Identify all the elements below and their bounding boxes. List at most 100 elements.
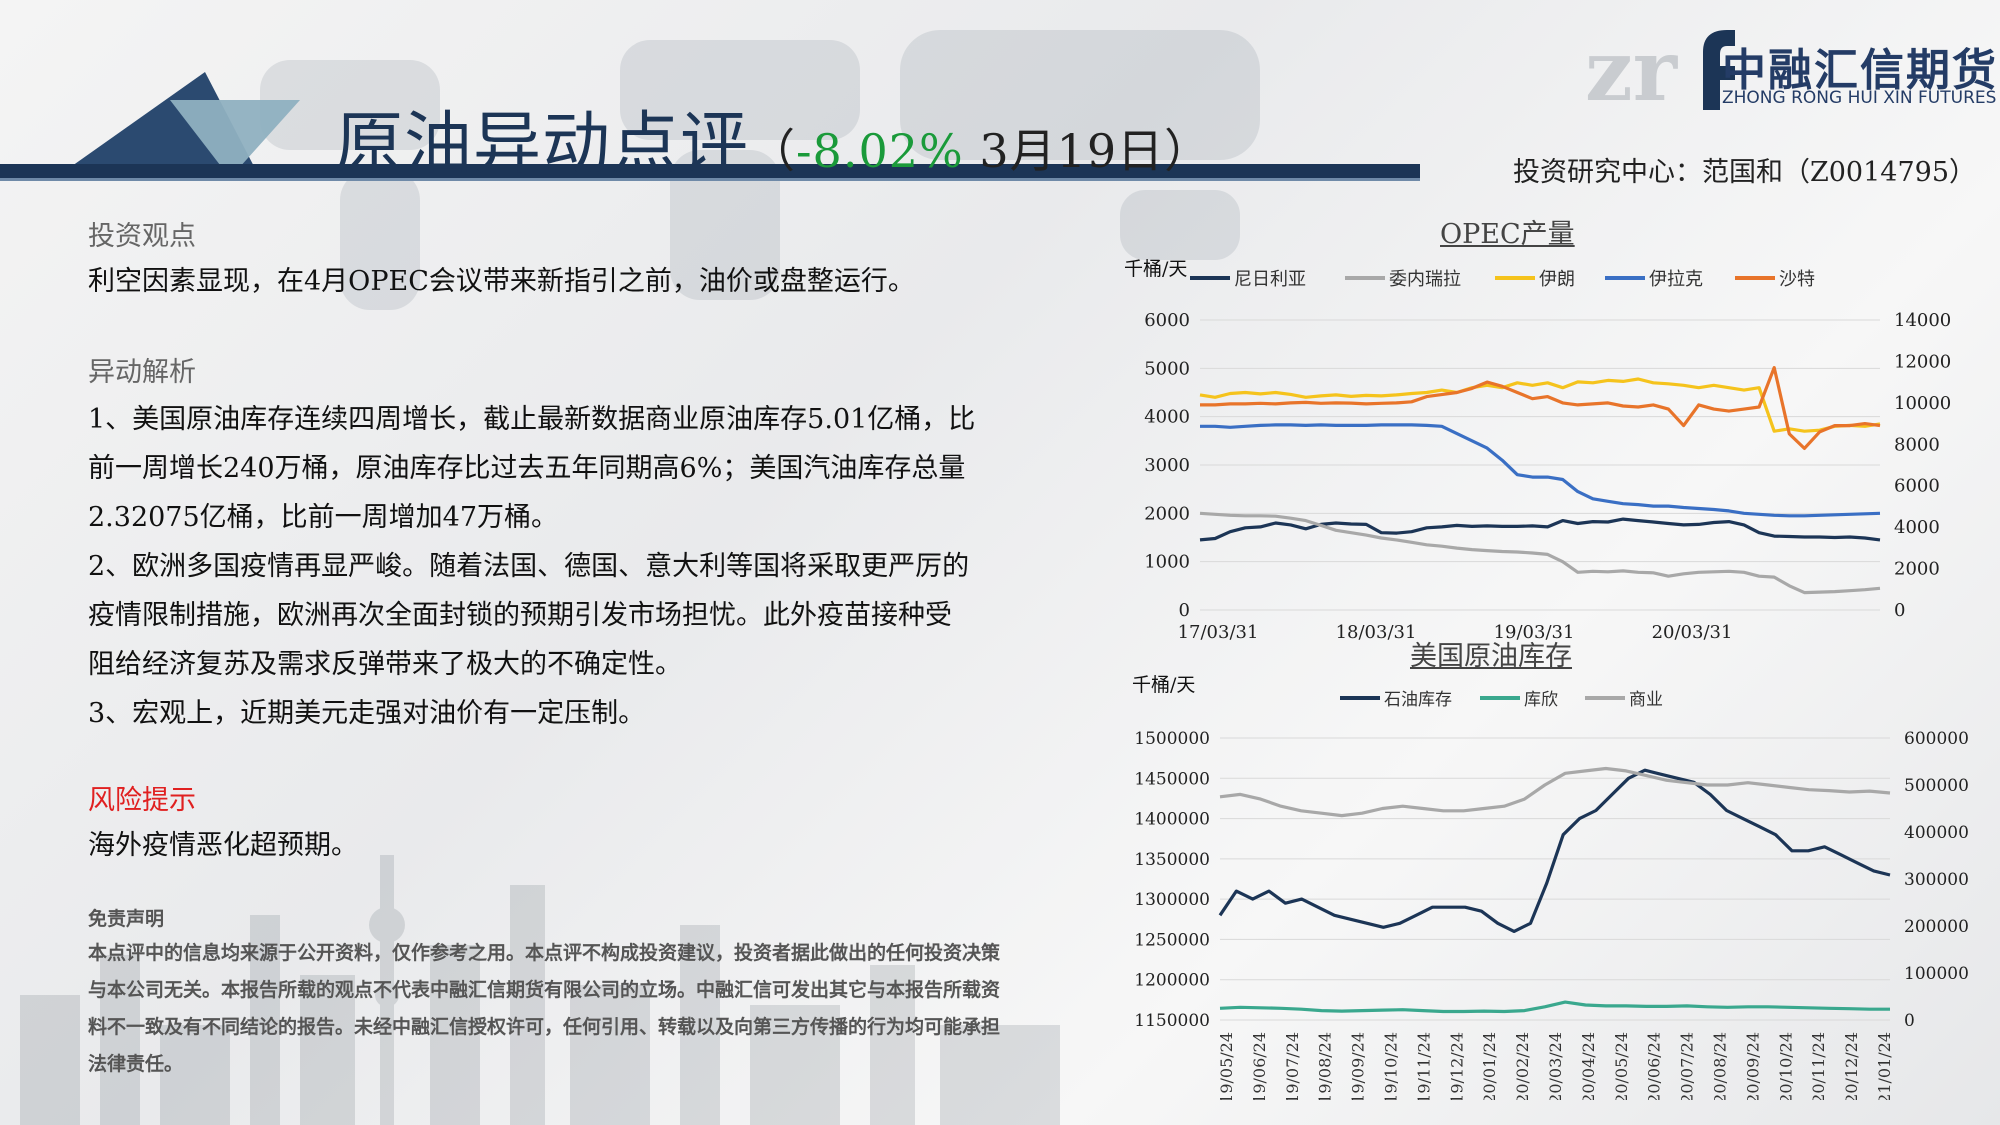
y-right-tick-5: 10000 <box>1894 393 1951 414</box>
y-left-tick-7: 1500000 <box>1134 729 1210 749</box>
page-title: 原油异动点评（-8.02% 3月19日） <box>335 88 1211 187</box>
title-main: 原油异动点评 <box>335 105 750 184</box>
analysis-item-1: 1、美国原油库存连续四周增长，截止最新数据商业原油库存5.01亿桶，比前一周增长… <box>88 404 976 533</box>
x-tick-1: 19/06/24 <box>1250 1032 1269 1100</box>
y-left-tick-1: 1000 <box>1144 552 1190 573</box>
analysis-item-3: 3、宏观上，近期美元走强对油价有一定压制。 <box>88 698 646 729</box>
author-line: 投资研究中心：范国和（Z0014795） <box>1512 157 1976 188</box>
x-tick-13: 20/06/24 <box>1645 1032 1664 1100</box>
title-open-paren: （ <box>749 124 797 178</box>
y-left-tick-6: 1450000 <box>1134 769 1210 789</box>
series-line-0 <box>1199 517 1881 542</box>
y-left-tick-5: 1400000 <box>1134 810 1210 830</box>
legend-label-1: 库欣 <box>1524 690 1558 710</box>
y-right-tick-3: 300000 <box>1904 870 1969 890</box>
y-right-tick-6: 600000 <box>1904 729 1969 749</box>
us-crude-chart-unit: 千桶/天 <box>1132 674 1196 696</box>
view-heading: 投资观点 <box>88 221 196 252</box>
y-left-tick-3: 3000 <box>1144 455 1190 476</box>
x-tick-2: 19/07/24 <box>1283 1032 1302 1100</box>
series-line-1 <box>1219 1000 1890 1014</box>
x-tick-3: 20/03/31 <box>1652 622 1733 643</box>
x-tick-6: 19/11/24 <box>1414 1032 1433 1100</box>
title-change-percent: -8.02% <box>796 124 964 178</box>
y-right-tick-4: 8000 <box>1894 434 1940 455</box>
logo-name-en: ZHONG RONG HUI XIN FUTURES <box>1722 88 1997 108</box>
legend-label-2: 商业 <box>1629 690 1663 710</box>
y-right-tick-5: 500000 <box>1904 776 1969 796</box>
x-tick-18: 20/11/24 <box>1809 1032 1828 1100</box>
analysis-heading: 异动解析 <box>88 357 196 388</box>
series-line-4 <box>1200 366 1881 450</box>
y-right-tick-0: 0 <box>1904 1011 1915 1031</box>
y-left-tick-2: 2000 <box>1144 503 1190 524</box>
y-left-tick-0: 1150000 <box>1134 1011 1210 1031</box>
disclaimer-heading: 免责声明 <box>88 908 165 930</box>
analysis-item-2: 2、欧洲多国疫情再显严峻。随着法国、德国、意大利等国将采取更严厉的疫情限制措施，… <box>88 551 970 680</box>
logo-name-cn: 中融汇信期货 <box>1722 45 1998 96</box>
us-crude-inventory-chart: 石油库存 库欣 商业 1150000 1200000 1250000 1300000 1350… <box>1134 690 1969 1100</box>
y-left-tick-4: 4000 <box>1144 407 1190 428</box>
x-tick-3: 19/08/24 <box>1316 1032 1335 1100</box>
us-crude-chart-title: 美国原油库存 <box>1410 641 1572 672</box>
title-date: 3月19日） <box>963 124 1212 178</box>
x-tick-7: 19/12/24 <box>1447 1032 1466 1100</box>
x-tick-17: 20/10/24 <box>1776 1032 1795 1100</box>
y-right-tick-3: 6000 <box>1894 476 1940 497</box>
header-triangle-decoration <box>55 72 300 178</box>
legend-label-4: 沙特 <box>1779 269 1815 290</box>
view-text: 利空因素显现，在4月OPEC会议带来新指引之前，油价或盘整运行。 <box>88 266 915 297</box>
y-right-tick-1: 100000 <box>1904 964 1969 984</box>
x-tick-20: 21/01/24 <box>1875 1032 1894 1100</box>
y-right-tick-2: 4000 <box>1894 517 1940 538</box>
x-tick-1: 18/03/31 <box>1336 622 1417 643</box>
y-right-tick-0: 0 <box>1894 600 1905 621</box>
x-tick-9: 20/02/24 <box>1513 1032 1532 1100</box>
x-tick-19: 20/12/24 <box>1842 1032 1861 1100</box>
series-line-0 <box>1218 768 1891 933</box>
y-right-tick-4: 400000 <box>1904 823 1969 843</box>
header-bar <box>0 164 1420 178</box>
risk-text: 海外疫情恶化超预期。 <box>88 830 358 861</box>
y-right-tick-2: 200000 <box>1904 917 1969 937</box>
world-map-watermark <box>260 30 1260 310</box>
legend-label-3: 伊拉克 <box>1649 269 1703 290</box>
svg-text:zr: zr <box>1585 22 1679 112</box>
legend-label-0: 石油库存 <box>1384 690 1452 710</box>
risk-heading: 风险提示 <box>88 785 196 816</box>
x-tick-14: 20/07/24 <box>1678 1032 1697 1100</box>
legend-label-0: 尼日利亚 <box>1234 269 1306 290</box>
commentary-column: 投资观点 利空因素显现，在4月OPEC会议带来新指引之前，油价或盘整运行。 异动… <box>88 210 1000 1083</box>
disclaimer-text: 本点评中的信息均来源于公开资料，仅作参考之用。本点评不构成投资建议，投资者据此做… <box>88 942 1001 1075</box>
x-tick-4: 19/09/24 <box>1349 1032 1368 1100</box>
x-tick-8: 20/01/24 <box>1480 1032 1499 1100</box>
y-left-tick-3: 1300000 <box>1134 890 1210 910</box>
legend-label-1: 委内瑞拉 <box>1389 269 1461 290</box>
y-right-tick-6: 12000 <box>1894 351 1951 372</box>
x-tick-5: 19/10/24 <box>1382 1032 1401 1100</box>
x-tick-0: 17/03/31 <box>1178 622 1259 643</box>
x-tick-15: 20/08/24 <box>1711 1032 1730 1100</box>
y-left-tick-6: 6000 <box>1144 310 1190 331</box>
legend-label-2: 伊朗 <box>1539 269 1575 290</box>
y-left-tick-5: 5000 <box>1144 358 1190 379</box>
city-skyline-watermark <box>20 855 1060 1125</box>
x-tick-2: 19/03/31 <box>1494 622 1575 643</box>
series-line-2 <box>1199 377 1881 433</box>
x-tick-12: 20/05/24 <box>1612 1032 1631 1100</box>
series-line-2 <box>1219 766 1891 818</box>
x-tick-16: 20/09/24 <box>1743 1032 1762 1100</box>
series-line-1 <box>1199 511 1881 595</box>
opec-production-chart: 尼日利亚 委内瑞拉 伊朗 伊拉克 沙特 0 1000 2000 3000 4000 5000 6000… <box>1144 269 1951 643</box>
y-left-tick-2: 1250000 <box>1134 930 1210 950</box>
x-tick-11: 20/04/24 <box>1579 1032 1598 1100</box>
opec-chart-title: OPEC产量 <box>1440 219 1575 250</box>
company-logo-icon: zr <box>1585 22 1735 112</box>
y-right-tick-1: 2000 <box>1894 559 1940 580</box>
y-left-tick-0: 0 <box>1179 600 1190 621</box>
opec-chart-unit: 千桶/天 <box>1124 258 1188 280</box>
x-tick-0: 19/05/24 <box>1217 1032 1236 1100</box>
x-tick-10: 20/03/24 <box>1546 1032 1565 1100</box>
y-left-tick-1: 1200000 <box>1134 971 1210 991</box>
y-left-tick-4: 1350000 <box>1134 850 1210 870</box>
